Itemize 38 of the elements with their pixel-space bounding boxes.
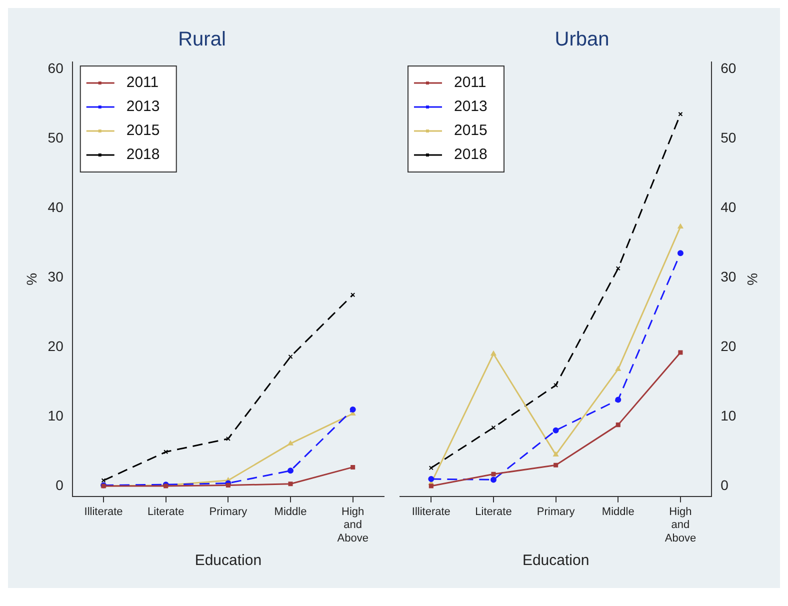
x-axis-title: Education bbox=[522, 552, 590, 570]
y2-tick-label: 10 bbox=[720, 407, 736, 424]
y2-tick-label: 40 bbox=[720, 198, 736, 215]
legend-label: 2018 bbox=[126, 146, 160, 164]
chart-title: Urban bbox=[554, 28, 610, 51]
legend-label: 2015 bbox=[126, 122, 160, 140]
x-tick-label: Primary bbox=[209, 506, 248, 518]
y-tick-label: 50 bbox=[48, 129, 64, 146]
x-tick-label: Middle bbox=[274, 506, 307, 518]
legend-label: 2011 bbox=[454, 74, 486, 92]
y2-tick-label: 20 bbox=[720, 338, 736, 354]
y2-tick-label: 50 bbox=[720, 129, 736, 146]
y-tick-label: 60 bbox=[48, 60, 64, 76]
x-tick-label: Primary bbox=[536, 506, 576, 518]
y-tick-label: 0 bbox=[56, 476, 64, 493]
legend-label: 2013 bbox=[454, 98, 488, 116]
legend-label: 2018 bbox=[454, 146, 488, 164]
y2-tick-label: 30 bbox=[720, 268, 736, 284]
y-tick-label: 30 bbox=[48, 268, 64, 284]
x-tick-label: Illiterate bbox=[412, 506, 450, 518]
x-tick-label: Literate bbox=[475, 506, 512, 518]
legend-label: 2011 bbox=[126, 74, 159, 92]
y2-tick-label: 0 bbox=[720, 476, 729, 493]
chart-title: Rural bbox=[178, 28, 226, 51]
legend-label: 2013 bbox=[126, 98, 160, 116]
x-tick-label: High and Above bbox=[664, 506, 696, 544]
y-tick-label: 40 bbox=[48, 198, 64, 215]
x-tick-label: Illiterate bbox=[84, 506, 123, 518]
y2-axis-title: % bbox=[744, 272, 761, 286]
y-axis-title: % bbox=[23, 272, 40, 286]
legend-label: 2015 bbox=[454, 122, 488, 140]
x-tick-label: Middle bbox=[602, 506, 634, 518]
x-tick-label: High and Above bbox=[337, 506, 368, 544]
y-tick-label: 10 bbox=[48, 407, 64, 424]
y-tick-label: 20 bbox=[48, 338, 64, 354]
x-axis-title: Education bbox=[194, 552, 262, 570]
x-tick-label: Literate bbox=[148, 506, 184, 518]
y2-tick-label: 60 bbox=[720, 60, 736, 76]
